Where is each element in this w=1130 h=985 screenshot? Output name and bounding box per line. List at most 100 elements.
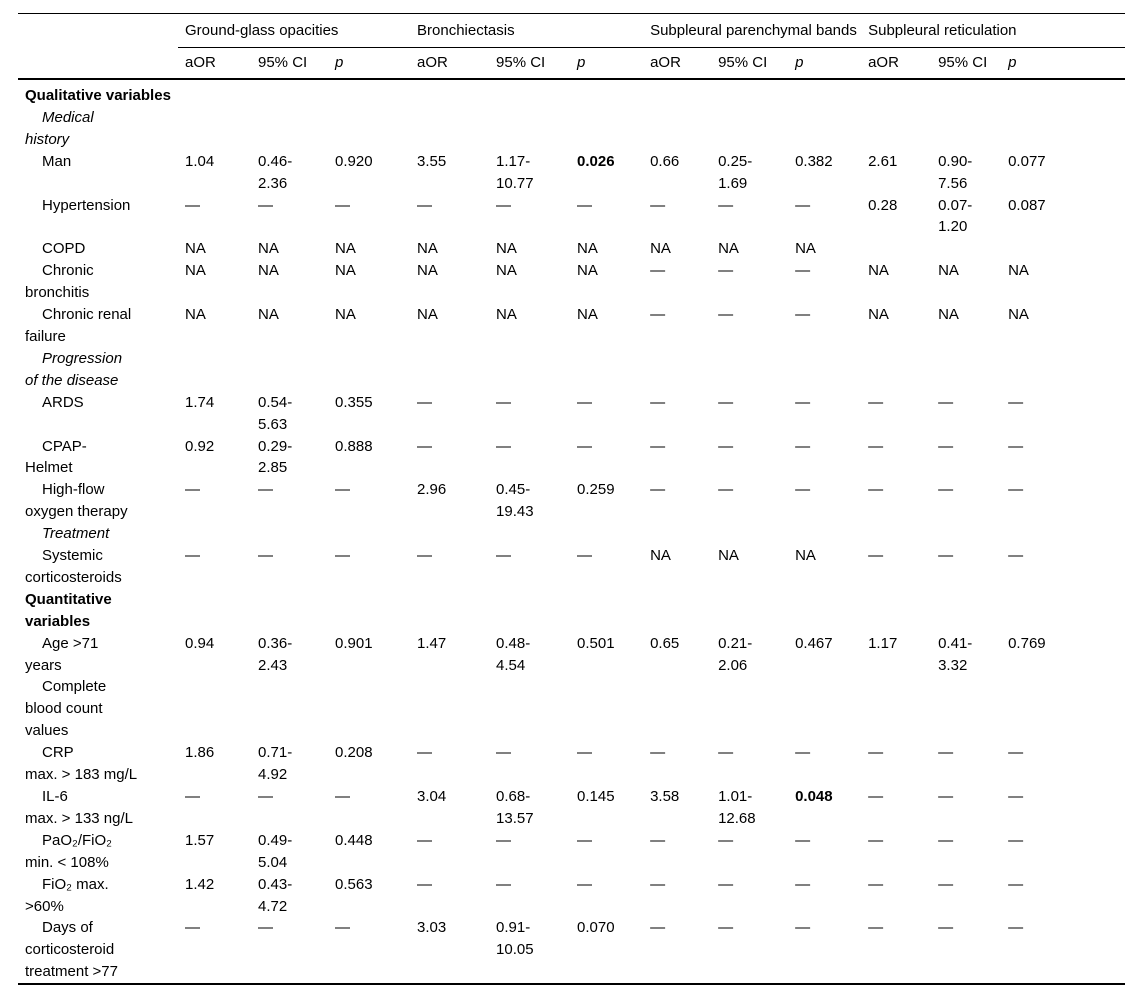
value-cell: — [718, 393, 734, 411]
value-cell: 0.21- 2.06 [718, 634, 753, 674]
value-cell [178, 348, 251, 392]
value-cell [251, 107, 328, 151]
value-cell: — [650, 306, 666, 324]
value-cell [643, 676, 711, 742]
group-header-subpleural-reticulation: Subpleural reticulation [861, 13, 1126, 48]
value-cell: — [417, 744, 433, 762]
value-cell: — [795, 196, 811, 214]
value-cell [931, 676, 1001, 742]
value-cell: — [577, 393, 593, 411]
value-cell: — [718, 262, 734, 280]
table-row: Chronic renal failure NA NA NA NA NA NA — — — NA NA… [18, 304, 1125, 348]
value-cell [861, 107, 931, 151]
value-cell [251, 676, 328, 742]
value-cell: 0.68- 13.57 [496, 788, 534, 827]
value-cell: NA [795, 240, 816, 258]
value-cell: NA [335, 262, 356, 280]
value-cell: 0.71- 4.92 [258, 744, 293, 784]
table-row: Systemic corticosteroids — — — — — — NA NA NA — — — [18, 545, 1125, 589]
value-cell: — [718, 196, 734, 214]
value-cell: — [1008, 437, 1024, 455]
value-cell: NA [185, 306, 206, 324]
value-cell: NA [577, 240, 598, 258]
value-cell: 2.61 [868, 152, 898, 170]
value-cell: — [258, 196, 273, 214]
value-cell: — [718, 437, 734, 455]
value-cell: NA [417, 262, 438, 280]
section-row: Quantitative variables [18, 589, 1125, 633]
value-cell: 0.467 [795, 634, 833, 652]
variable-label: PaO₂/FiO₂ min. < 108% [25, 831, 112, 871]
value-cell [328, 107, 410, 151]
value-cell: NA [496, 262, 517, 280]
value-cell [1001, 523, 1125, 545]
value-cell: — [185, 919, 200, 937]
value-cell [643, 348, 711, 392]
value-cell: — [496, 547, 512, 565]
value-cell: — [795, 919, 811, 937]
section-label: Qualitative variables [25, 87, 171, 104]
value-cell [711, 523, 788, 545]
value-cell [570, 79, 643, 107]
value-cell [251, 79, 328, 107]
value-cell: 0.43- 4.72 [258, 875, 293, 915]
table-row: FiO₂ max. >60% 1.42 0.43- 4.72 0.563 — — — — — — —… [18, 874, 1125, 918]
variable-label: IL-6 max. > 133 ng/L [25, 788, 133, 827]
value-cell: — [577, 547, 593, 565]
value-cell [1001, 79, 1125, 107]
value-cell: NA [795, 547, 816, 565]
column-header-p: p [1001, 47, 1126, 80]
value-cell: — [868, 744, 884, 762]
value-cell: 0.888 [335, 437, 373, 455]
value-cell: — [868, 547, 884, 565]
value-cell: NA [650, 240, 671, 258]
value-cell: — [718, 306, 734, 324]
value-cell [861, 238, 931, 260]
value-cell [1001, 348, 1125, 392]
value-cell: 0.145 [577, 788, 615, 805]
value-cell: 1.74 [185, 393, 215, 411]
value-cell [410, 79, 489, 107]
value-cell: — [795, 393, 811, 411]
table-row: CPAP- Helmet 0.92 0.29- 2.85 0.888 — — — — — — — — — [18, 436, 1125, 480]
value-cell: — [185, 547, 200, 565]
value-cell: — [868, 437, 884, 455]
value-cell [788, 348, 861, 392]
value-cell: — [938, 744, 954, 762]
group-header-bronchiectasis: Bronchiectasis [410, 13, 644, 48]
value-cell [1001, 589, 1125, 633]
value-cell: 0.026 [577, 152, 615, 170]
value-cell [570, 523, 643, 545]
value-cell: 1.47 [417, 634, 447, 652]
value-cell: NA [417, 306, 438, 324]
value-cell: — [417, 196, 433, 214]
value-cell [931, 79, 1001, 107]
table-row: Age >71 years 0.94 0.36- 2.43 0.901 1.47 0.48… [18, 633, 1125, 677]
value-cell: — [938, 831, 954, 849]
value-cell [410, 589, 489, 633]
adjusted-odds-ratios-table: Ground-glass opacities Bronchiectasis Su… [18, 13, 1126, 985]
value-cell [1001, 676, 1125, 742]
variable-label: Days of corticosteroid treatment >77 [25, 919, 118, 981]
value-cell: 0.46- 2.36 [258, 152, 293, 192]
value-cell [178, 79, 251, 107]
variable-label: ARDS [42, 393, 84, 411]
value-cell [861, 676, 931, 742]
value-cell: 2.96 [417, 481, 447, 499]
value-cell [251, 589, 328, 633]
variable-label: Hypertension [42, 196, 131, 214]
value-cell: 1.17- 10.77 [496, 152, 534, 192]
value-cell: — [185, 788, 200, 805]
value-cell: — [417, 875, 433, 893]
table-body: Qualitative variables Medical history Man 1… [18, 79, 1125, 984]
value-cell: — [1008, 875, 1024, 893]
value-cell: — [496, 196, 512, 214]
value-cell: — [185, 196, 200, 214]
value-cell: — [650, 831, 666, 849]
value-cell [1001, 107, 1125, 151]
variable-label: FiO₂ max. >60% [25, 875, 109, 915]
value-cell: — [795, 306, 811, 324]
column-header-ci: 95% CI [931, 47, 1002, 80]
column-header-ci: 95% CI [711, 47, 789, 80]
subsection-label: Progression of the disease [25, 349, 123, 389]
